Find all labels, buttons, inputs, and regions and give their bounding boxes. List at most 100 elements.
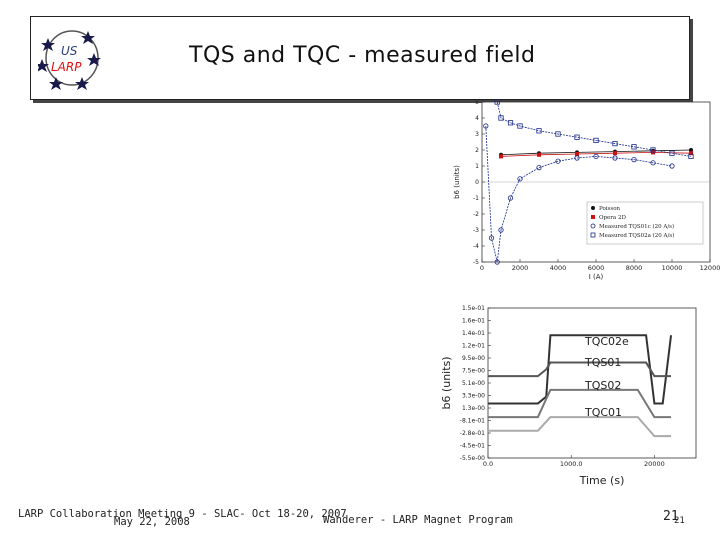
x-axis-label: I (A): [589, 273, 604, 281]
y-tick-label: -2.8e-01: [460, 430, 485, 437]
legend-swatch: [590, 223, 596, 229]
data-point: [499, 154, 503, 159]
y-axis-label: b6 (units): [440, 356, 453, 409]
x-axis-label: Time (s): [579, 474, 625, 487]
page-title: TQS and TQC - measured field: [189, 43, 536, 68]
data-point: [669, 163, 675, 169]
legend-swatch: [591, 206, 595, 210]
svg-text:LARP: LARP: [51, 60, 82, 74]
data-point: [507, 120, 514, 126]
y-tick-label: -4: [473, 243, 479, 250]
data-point: [498, 227, 504, 233]
page-number: 21: [663, 509, 679, 524]
series-line: [488, 361, 672, 378]
data-point: [555, 131, 561, 137]
data-point: [593, 153, 599, 160]
series-line: [488, 334, 673, 405]
series-annotation: TQC01: [584, 406, 622, 419]
series-line: [496, 101, 692, 157]
data-point: [494, 99, 500, 105]
data-point: [537, 152, 541, 157]
data-point: [498, 115, 504, 121]
y-tick-label: 3: [475, 131, 479, 138]
y-tick-label: 9.5e-00: [462, 355, 485, 362]
series-line: [485, 125, 673, 263]
data-point: [507, 195, 514, 201]
legend-label: Measured TQS02a (20 A/s): [599, 232, 674, 239]
us-larp-logo: US LARP: [38, 30, 101, 90]
title-frame: US LARP TQS and TQC - measured field: [30, 16, 690, 100]
data-point: [536, 165, 542, 171]
data-point: [517, 176, 523, 182]
series-line: [488, 388, 672, 419]
y-tick-label: 1.3e-00: [462, 405, 485, 412]
data-point: [488, 235, 495, 241]
y-tick-label: 7.5e-00: [462, 368, 485, 375]
page-number-small: 21: [674, 516, 685, 526]
data-point: [494, 259, 500, 265]
data-point: [612, 155, 618, 161]
y-tick-label: 1.5e-01: [462, 305, 485, 312]
y-tick-label: 1: [475, 163, 479, 170]
footer-meeting: LARP Collaboration Meeting 9 - SLAC- Oct…: [18, 508, 347, 520]
b6-vs-current-chart: 0 2000 4000 6000 8000 10000 12000 -5 -4 -3 -2 -1 0 1 2…: [453, 99, 720, 281]
data-point: [555, 158, 561, 164]
x-tick-label: 10000: [662, 264, 683, 272]
x-tick-label: 20000: [644, 460, 665, 468]
data-point: [688, 153, 694, 160]
data-point: [612, 141, 618, 147]
y-tick-label: 2: [475, 147, 479, 154]
y-tick-label: 1.4e-01: [462, 330, 485, 337]
x-tick-label: 12000: [700, 264, 720, 272]
legend-swatch: [590, 232, 596, 238]
y-tick-label: -2: [473, 211, 479, 218]
data-point: [613, 151, 617, 156]
data-point: [689, 151, 693, 156]
footer-date: May 22, 2008: [114, 516, 190, 528]
x-tick-label: 0: [480, 264, 484, 272]
b6-vs-time-chart: 1.5e-01 1.6e-01 1.4e-01 1.2e-01 9.5e-00 7.5e-…: [440, 305, 697, 487]
data-point: [631, 144, 637, 150]
svg-text:US: US: [61, 44, 78, 58]
series-annotation: TQS01: [584, 356, 621, 369]
data-point: [689, 148, 693, 152]
x-tick-label: 8000: [626, 264, 643, 272]
series-line: [488, 416, 672, 438]
y-axis-label: b6 (units): [453, 165, 461, 199]
series-annotation: TQS02: [584, 379, 621, 392]
legend-box: [586, 201, 704, 245]
series-line: [500, 151, 692, 157]
data-point: [631, 156, 637, 163]
y-tick-label: 0: [475, 179, 479, 186]
footer-author: Wanderer - LARP Magnet Program: [323, 514, 513, 526]
legend-swatch: [591, 215, 595, 219]
data-point: [517, 123, 523, 129]
legend-label: Opera 2D: [599, 215, 626, 221]
x-tick-label: 6000: [588, 264, 605, 272]
y-tick-label: 1.2e-01: [462, 343, 485, 350]
y-tick-label: -5.5e-00: [460, 455, 485, 462]
data-point: [574, 155, 580, 161]
y-tick-label: 5: [475, 99, 479, 106]
y-tick-label: -4.5e-01: [460, 443, 485, 450]
series-annotation: TQC02e: [584, 335, 629, 348]
plot-area: [487, 307, 697, 459]
data-point: [483, 123, 489, 129]
y-tick-label: -5: [473, 259, 479, 266]
y-tick-label: -8.1e-01: [460, 418, 485, 425]
y-tick-label: 3.3e-00: [462, 393, 485, 400]
legend-label: Measured TQS01c (20 A/s): [599, 223, 674, 230]
x-tick-label: 0.0: [483, 460, 493, 468]
data-point: [593, 137, 599, 144]
y-tick-label: -1: [473, 195, 479, 202]
data-point: [669, 150, 675, 156]
x-tick-label: 4000: [550, 264, 567, 272]
y-tick-label: 4: [475, 115, 479, 122]
data-point: [536, 128, 542, 134]
y-tick-label: 1.6e-01: [462, 318, 485, 325]
x-tick-label: 2000: [512, 264, 529, 272]
legend-label: Poisson: [599, 206, 621, 212]
data-point: [575, 152, 579, 156]
data-point: [650, 160, 656, 166]
data-point: [574, 134, 580, 140]
